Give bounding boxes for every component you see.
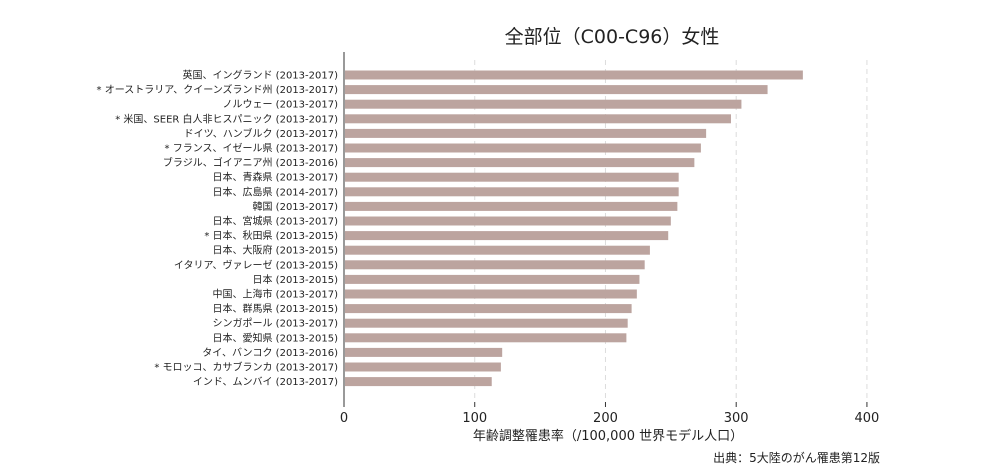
x-tick-label: 0 xyxy=(340,411,348,426)
category-label: 日本、青森県 (2013-2017) xyxy=(213,171,339,184)
category-label: インド、ムンバイ (2013-2017) xyxy=(193,376,338,388)
category-labels: 英国、イングランド (2013-2017)* オーストラリア、クイーンズランド州… xyxy=(97,69,339,389)
bar xyxy=(345,377,492,387)
bar xyxy=(345,245,650,255)
bar xyxy=(345,85,768,95)
category-label: シンガポール (2013-2017) xyxy=(213,318,339,330)
chart-title: 全部位（C00-C96）女性 xyxy=(505,26,720,48)
category-label: イタリア、ヴァレーゼ (2013-2015) xyxy=(174,258,338,271)
category-label: ドイツ、ハンブルク (2013-2017) xyxy=(184,127,338,140)
grid-lines xyxy=(474,60,868,402)
bar xyxy=(345,231,669,241)
category-label: 英国、イングランド (2013-2017) xyxy=(183,69,339,82)
bars-group xyxy=(345,70,803,387)
category-label: * モロッコ、カサブランカ (2013-2017) xyxy=(154,361,338,374)
category-label: * オーストラリア、クイーンズランド州 (2013-2017) xyxy=(97,83,339,96)
bar xyxy=(345,201,678,211)
category-label: * フランス、イゼール県 (2013-2017) xyxy=(165,143,339,155)
category-label: ブラジル、ゴイアニア州 (2013-2016) xyxy=(163,156,338,169)
category-label: タイ、バンコク (2013-2016) xyxy=(202,347,338,359)
category-label: * 米国、SEER 白人非ヒスパニック (2013-2017) xyxy=(115,112,338,125)
bar xyxy=(345,333,627,343)
category-label: 日本、群馬県 (2013-2015) xyxy=(213,302,339,315)
x-tick-label: 100 xyxy=(462,411,487,426)
bar xyxy=(345,216,671,226)
bar xyxy=(345,70,803,80)
x-tick-label: 200 xyxy=(593,411,618,426)
bar xyxy=(345,347,503,357)
x-tick-label: 300 xyxy=(724,411,749,426)
bar xyxy=(345,114,731,124)
bar xyxy=(345,143,701,153)
x-axis-ticks: 0 100 200 300 400 xyxy=(340,402,879,426)
category-label: 日本 (2013-2015) xyxy=(253,273,339,286)
bar xyxy=(345,274,640,284)
bar xyxy=(345,289,637,299)
bar xyxy=(345,304,632,314)
bar xyxy=(345,318,628,328)
source-note: 出典：5大陸のがん罹患第12版 xyxy=(713,450,880,465)
category-label: 日本、宮城県 (2013-2017) xyxy=(213,215,339,228)
category-label: 日本、大阪府 (2013-2015) xyxy=(213,244,339,257)
x-tick-label: 400 xyxy=(855,411,880,426)
category-label: 日本、愛知県 (2013-2015) xyxy=(213,331,339,344)
bar xyxy=(345,362,501,372)
bar xyxy=(345,260,645,270)
category-label: 韓国 (2013-2017) xyxy=(253,201,339,213)
category-label: 中国、上海市 (2013-2017) xyxy=(213,288,339,301)
category-label: ノルウェー (2013-2017) xyxy=(223,99,339,111)
x-axis-title: 年齢調整罹患率（/100,000 世界モデル人口） xyxy=(473,428,743,444)
bar xyxy=(345,128,707,138)
bar xyxy=(345,172,679,182)
category-label: * 日本、秋田県 (2013-2015) xyxy=(204,229,338,242)
category-label: 日本、広島県 (2014-2017) xyxy=(213,185,339,198)
bar xyxy=(345,158,695,168)
bar xyxy=(345,187,679,197)
bar xyxy=(345,99,742,109)
